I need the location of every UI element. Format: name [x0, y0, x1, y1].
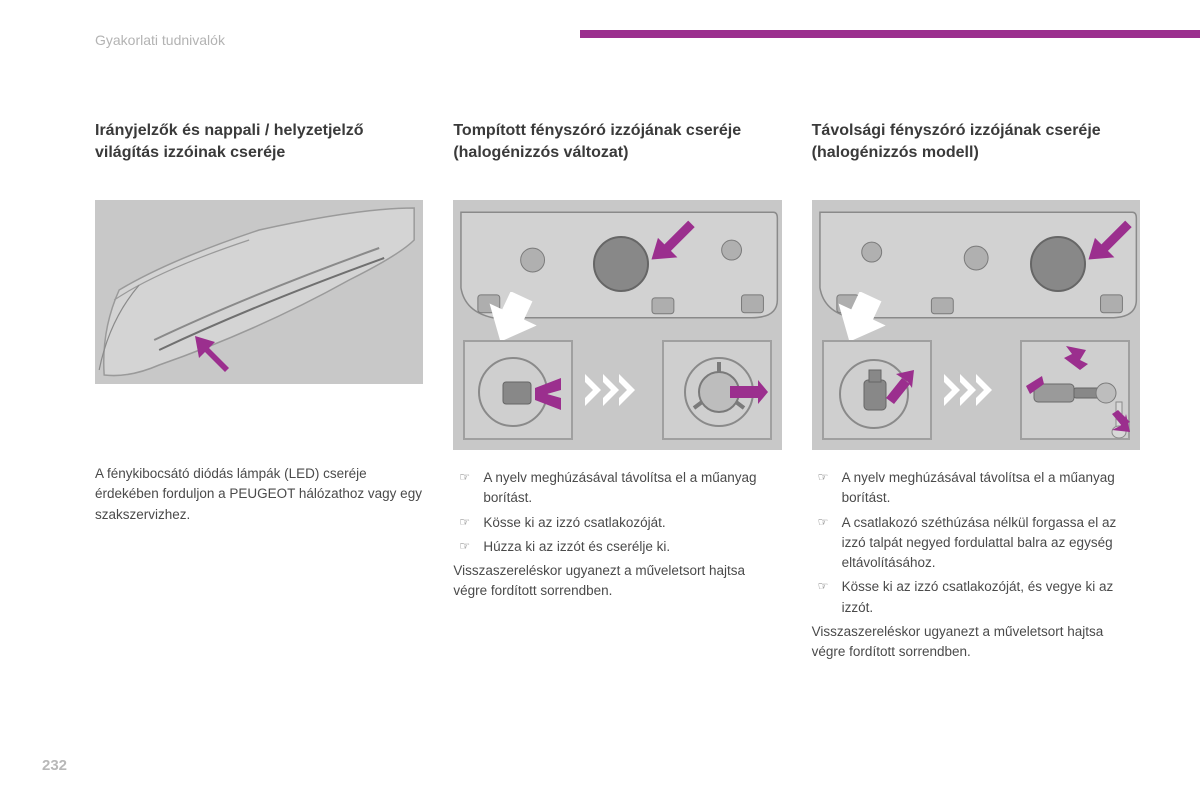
step-item: Kösse ki az izzó csatlakozóját.	[453, 513, 781, 533]
col2-closing: Visszaszereléskor ugyanezt a műveletsort…	[453, 561, 781, 602]
inset-right	[662, 340, 772, 440]
bulb-cap	[593, 236, 649, 292]
col3-figure	[812, 200, 1140, 450]
section-label: Gyakorlati tudnivalók	[95, 32, 225, 48]
chevrons-icon	[583, 370, 639, 410]
arrow-down-left-icon	[1082, 212, 1136, 266]
column-1: Irányjelzők és nappali / helyzetjelző vi…	[95, 120, 423, 662]
col1-title: Irányjelzők és nappali / helyzetjelző vi…	[95, 120, 423, 186]
col3-closing: Visszaszereléskor ugyanezt a műveletsort…	[812, 622, 1140, 663]
inset-right	[1020, 340, 1130, 440]
arrow-down-left-icon	[645, 212, 699, 266]
col2-steps: A nyelv meghúzásával távolítsa el a műan…	[453, 468, 781, 557]
step-item: A csatlakozó széthúzása nélkül forgassa …	[812, 513, 1140, 574]
column-3: Távolsági fényszóró izzójának cseréje (h…	[812, 120, 1140, 662]
column-2: Tompított fényszóró izzójának cseréje (h…	[453, 120, 781, 662]
step-item: A nyelv meghúzásával távolítsa el a műan…	[812, 468, 1140, 509]
step-item: Húzza ki az izzót és cserélje ki.	[453, 537, 781, 557]
arrow-white-down-icon	[481, 292, 541, 347]
inset-left	[822, 340, 932, 440]
step-item: Kösse ki az izzó csatlakozóját, és vegye…	[812, 577, 1140, 618]
col1-figure	[95, 200, 423, 384]
inset-left	[463, 340, 573, 440]
col3-steps: A nyelv meghúzásával távolítsa el a műan…	[812, 468, 1140, 618]
col1-paragraph: A fénykibocsátó diódás lámpák (LED) cser…	[95, 464, 423, 525]
arrow-icon	[187, 328, 237, 378]
step-item: A nyelv meghúzásával távolítsa el a műan…	[453, 468, 781, 509]
header-accent-bar	[580, 30, 1200, 38]
page-content: Irányjelzők és nappali / helyzetjelző vi…	[95, 120, 1140, 662]
bulb-cap	[1030, 236, 1086, 292]
page-number: 232	[42, 757, 67, 774]
arrow-white-down-icon	[830, 292, 890, 347]
chevrons-icon	[940, 370, 996, 410]
col2-title: Tompított fényszóró izzójának cseréje (h…	[453, 120, 781, 186]
headlamp-illustration	[95, 200, 423, 384]
col2-figure	[453, 200, 781, 450]
col3-title: Távolsági fényszóró izzójának cseréje (h…	[812, 120, 1140, 186]
